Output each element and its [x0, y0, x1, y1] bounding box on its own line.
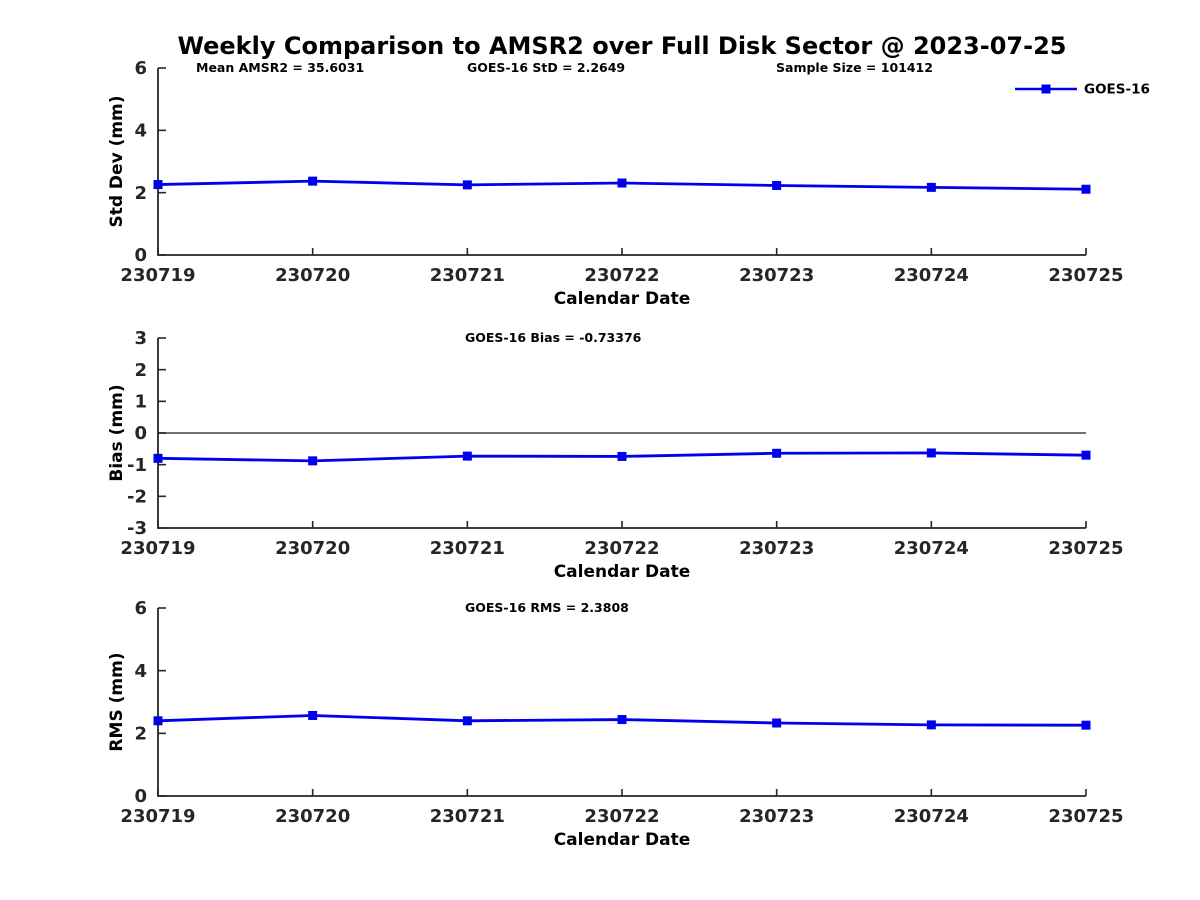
- stat-goes16-std: GOES-16 StD = 2.2649: [467, 60, 625, 75]
- data-point-marker: [153, 180, 163, 190]
- y-tick-label: 2: [134, 724, 147, 745]
- x-tick-label: 230720: [275, 806, 350, 827]
- bias-plot-area: -3 -2 -1 0 1 2 3 230719 230720 230721 230722 230723…: [120, 328, 1123, 559]
- x-tick-label: 230723: [739, 265, 814, 286]
- x-tick-label: 230725: [1048, 265, 1123, 286]
- x-tick-label: 230723: [739, 538, 814, 559]
- x-tick-label: 230725: [1048, 538, 1123, 559]
- y-tick-label: -2: [127, 487, 147, 508]
- figure-title: Weekly Comparison to AMSR2 over Full Dis…: [178, 32, 1067, 60]
- bias-chart: Bias (mm) Calendar Date GOES-16 Bias = -…: [107, 328, 1124, 582]
- y-tick-label: 2: [134, 183, 147, 204]
- bias-subtitle: GOES-16 Bias = -0.73376: [465, 330, 642, 345]
- x-tick-label: 230721: [430, 806, 505, 827]
- data-point-marker: [1081, 184, 1091, 194]
- data-point-marker: [308, 176, 318, 186]
- y-axis-label: Std Dev (mm): [107, 95, 127, 227]
- axes-frame: [157, 68, 1086, 256]
- data-point-marker: [308, 456, 318, 466]
- x-tick-label: 230722: [584, 538, 659, 559]
- data-point-marker: [772, 448, 782, 458]
- x-axis-label: Calendar Date: [554, 562, 691, 582]
- data-point-marker: [772, 718, 782, 728]
- std-dev-plot-area: 0 2 4 6 230719 230720 230721 230722 230723 230724…: [120, 58, 1123, 286]
- x-tick-label: 230719: [120, 538, 195, 559]
- x-tick-label: 230721: [430, 265, 505, 286]
- y-tick-label: 0: [134, 786, 147, 807]
- stat-mean-amsr2: Mean AMSR2 = 35.6031: [196, 60, 364, 75]
- data-point-marker: [462, 451, 472, 461]
- axes-frame: [157, 608, 1086, 797]
- data-point-marker: [153, 716, 163, 726]
- data-point-marker: [462, 180, 472, 190]
- x-axis-label: Calendar Date: [554, 289, 691, 309]
- data-point-marker: [462, 716, 472, 726]
- data-point-marker: [617, 178, 627, 188]
- x-tick-label: 230719: [120, 806, 195, 827]
- data-point-marker: [926, 448, 936, 458]
- y-axis-label: Bias (mm): [107, 384, 127, 481]
- x-tick-label: 230719: [120, 265, 195, 286]
- y-tick-label: 4: [134, 121, 147, 142]
- y-tick-label: -3: [127, 518, 147, 539]
- x-tick-label: 230724: [894, 806, 969, 827]
- legend: GOES-16: [1015, 82, 1150, 98]
- rms-chart: RMS (mm) Calendar Date GOES-16 RMS = 2.3…: [107, 598, 1124, 850]
- data-point-marker: [926, 720, 936, 730]
- y-tick-label: -1: [127, 455, 147, 476]
- x-tick-label: 230725: [1048, 806, 1123, 827]
- x-tick-label: 230720: [275, 538, 350, 559]
- x-tick-label: 230724: [894, 538, 969, 559]
- data-point-marker: [926, 182, 936, 192]
- data-point-marker: [617, 715, 627, 725]
- y-tick-label: 3: [134, 328, 147, 349]
- data-point-marker: [1081, 450, 1091, 460]
- data-point-marker: [153, 453, 163, 463]
- data-point-marker: [617, 451, 627, 461]
- data-point-marker: [1081, 720, 1091, 730]
- y-tick-label: 4: [134, 661, 147, 682]
- y-tick-label: 1: [134, 392, 147, 413]
- rms-subtitle: GOES-16 RMS = 2.3808: [465, 600, 629, 615]
- data-point-marker: [308, 710, 318, 720]
- y-tick-label: 0: [134, 245, 147, 266]
- stat-sample-size: Sample Size = 101412: [776, 60, 933, 75]
- x-tick-label: 230721: [430, 538, 505, 559]
- x-tick-label: 230723: [739, 806, 814, 827]
- y-tick-label: 2: [134, 360, 147, 381]
- y-axis-label: RMS (mm): [107, 652, 127, 751]
- x-tick-label: 230724: [894, 265, 969, 286]
- y-tick-label: 6: [134, 598, 147, 619]
- x-tick-label: 230720: [275, 265, 350, 286]
- y-tick-label: 0: [134, 423, 147, 444]
- rms-plot-area: 0 2 4 6 230719 230720 230721 230722 230723 230724…: [120, 598, 1123, 827]
- std-dev-chart: Std Dev (mm) Calendar Date Mean AMSR2 = …: [107, 58, 1150, 309]
- x-tick-label: 230722: [584, 265, 659, 286]
- x-axis-label: Calendar Date: [554, 830, 691, 850]
- legend-label: GOES-16: [1084, 82, 1150, 98]
- data-point-marker: [772, 180, 782, 190]
- y-tick-label: 6: [134, 58, 147, 79]
- x-tick-label: 230722: [584, 806, 659, 827]
- legend-marker: [1041, 84, 1051, 94]
